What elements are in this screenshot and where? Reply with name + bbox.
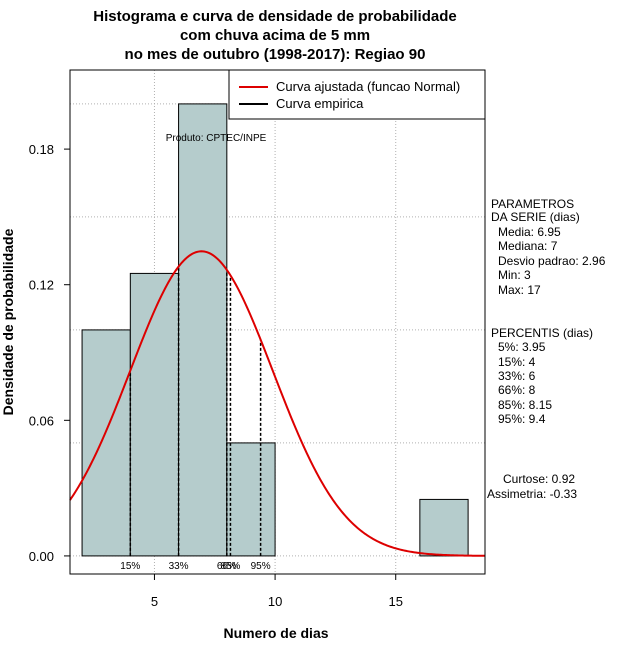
percentis-title: PERCENTIS (dias) [491,326,593,340]
param-desvio: Desvio padrao: 2.96 [498,254,606,268]
histogram-bar [129,272,180,557]
percentil-85: 85%: 8.15 [498,398,552,412]
percentile-label: 33% [169,561,189,572]
chart-title: Histograma e curva de densidade de proba… [93,8,456,63]
chart-title-line-3: no mes de outubro (1998-2017): Regiao 90 [125,46,426,63]
histogram-bar [178,103,228,557]
param-media: Media: 6.95 [498,225,561,239]
legend-label-empirical: Curva empirica [276,96,364,111]
percentile-label: 95% [251,561,271,572]
legend: Curva ajustada (funcao Normal) Curva emp… [228,69,486,120]
x-tick-label: 15 [388,594,402,609]
percentil-15: 15%: 4 [498,355,536,369]
param-max: Max: 17 [498,283,541,297]
x-tick-label: 10 [268,594,282,609]
y-tick-label: 0.06 [29,413,54,428]
y-tick-label: 0.00 [29,549,54,564]
histogram-bar [419,498,469,557]
param-mediana: Mediana: 7 [498,239,558,253]
percentil-5: 5%: 3.95 [498,340,546,354]
percentile-lines: 15% 33% 66%85% 95% [120,266,271,572]
parametros-title-line-2: DA SERIE (dias) [491,210,580,224]
percentile-label: 85% [220,561,240,572]
parametros-title-line-1: PARAMETROS [491,197,574,211]
legend-label-fitted: Curva ajustada (funcao Normal) [276,79,460,94]
curtose: Curtose: 0.92 [503,472,575,486]
legend-box [228,69,486,120]
param-min: Min: 3 [498,268,531,282]
y-tick-label: 0.18 [29,142,54,157]
percentile-label: 15% [120,561,140,572]
assimetria: Assimetria: -0.33 [487,487,577,501]
percentile-label: 66% [217,561,237,572]
histogram-bar [226,442,276,557]
percentil-95: 95%: 9.4 [498,412,546,426]
x-tick-label: 5 [151,594,158,609]
chart-title-line-2: com chuva acima de 5 mm [180,27,370,44]
percentil-33: 33%: 6 [498,369,536,383]
y-axis-title: Densidade de probabilidade [0,228,16,415]
stats-panel: PARAMETROS DA SERIE (dias) Media: 6.95 M… [487,197,606,501]
x-axis-title: Numero de dias [223,625,328,641]
percentil-66: 66%: 8 [498,383,536,397]
curves [69,250,486,557]
fitted-normal-curve [69,250,486,557]
y-tick-label: 0.12 [29,278,54,293]
chart-title-line-1: Histograma e curva de densidade de proba… [93,8,456,25]
histogram-bars [81,103,469,557]
product-annotation: Produto: CPTEC/INPE [166,133,267,144]
axes: 5 10 15 0.00 0.06 0.12 0.18 [29,142,403,609]
histogram-bar [81,329,131,557]
